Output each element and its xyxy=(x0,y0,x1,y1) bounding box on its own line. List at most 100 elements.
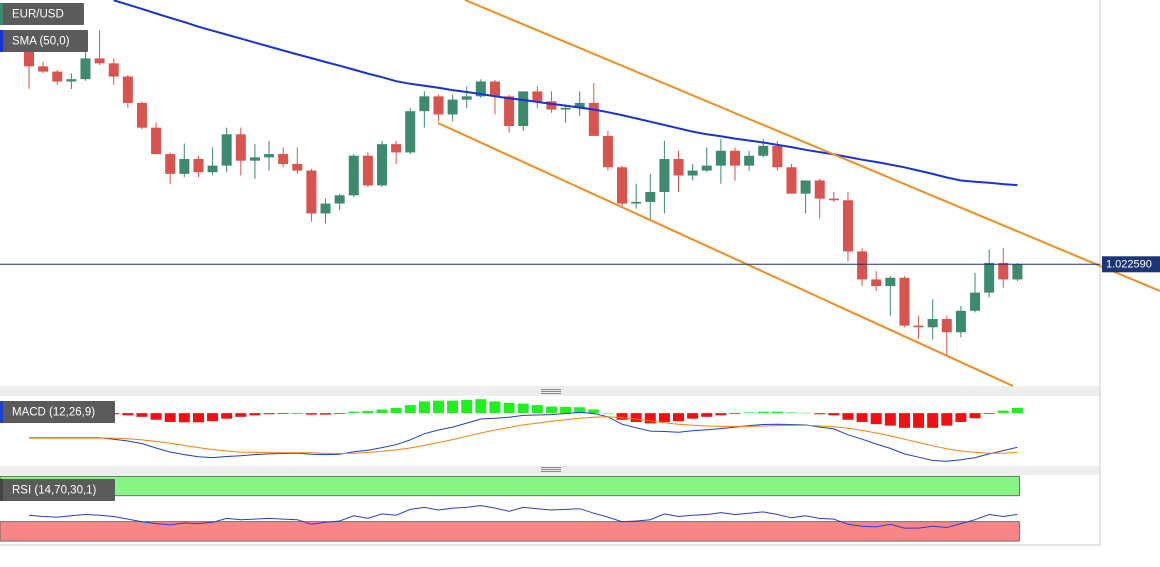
macd-histogram-bar xyxy=(927,413,939,428)
channel-lower[interactable] xyxy=(437,122,1014,387)
candle-body[interactable] xyxy=(998,262,1009,280)
legend-item[interactable]: EUR/USD xyxy=(0,3,84,25)
macd-histogram-bar xyxy=(913,413,925,428)
candle-body[interactable] xyxy=(532,91,543,102)
candle-body[interactable] xyxy=(701,165,712,171)
macd-histogram-bar xyxy=(150,413,162,420)
macd-histogram-bar xyxy=(574,407,586,414)
candle-body[interactable] xyxy=(715,150,726,166)
candle-body[interactable] xyxy=(249,157,260,161)
candle-body[interactable] xyxy=(941,319,952,333)
candle-body[interactable] xyxy=(221,134,232,166)
candle-body[interactable] xyxy=(235,134,246,161)
candle-body[interactable] xyxy=(38,66,49,72)
candle-body[interactable] xyxy=(885,277,896,287)
legend-item[interactable]: MACD (12,26,9) xyxy=(0,401,115,423)
candle-body[interactable] xyxy=(687,170,698,176)
candle-body[interactable] xyxy=(66,79,77,82)
macd-histogram-bar xyxy=(517,403,529,414)
candle-body[interactable] xyxy=(786,167,797,194)
candle-body[interactable] xyxy=(899,277,910,326)
candle-body[interactable] xyxy=(758,145,769,156)
channel-upper[interactable] xyxy=(464,0,1160,292)
candle-body[interactable] xyxy=(278,154,289,164)
candle-body[interactable] xyxy=(391,144,402,153)
candle-body[interactable] xyxy=(518,91,529,127)
candles xyxy=(24,0,1023,355)
candle-body[interactable] xyxy=(842,200,853,252)
candle-body[interactable] xyxy=(645,192,656,202)
candle-body[interactable] xyxy=(348,155,359,196)
candle-body[interactable] xyxy=(984,262,995,293)
candle-body[interactable] xyxy=(800,180,811,194)
candle-body[interactable] xyxy=(1012,264,1023,280)
candle-body[interactable] xyxy=(292,163,303,171)
candle-body[interactable] xyxy=(828,198,839,201)
candle-body[interactable] xyxy=(405,111,416,153)
candle-body[interactable] xyxy=(207,165,218,173)
candle-body[interactable] xyxy=(814,180,825,199)
candle-body[interactable] xyxy=(913,325,924,328)
candle-body[interactable] xyxy=(857,251,868,280)
candle-body[interactable] xyxy=(377,144,387,186)
candle-body[interactable] xyxy=(588,102,599,136)
legend-strip xyxy=(0,479,3,501)
macd-histogram-bar xyxy=(390,408,402,414)
candle-body[interactable] xyxy=(970,292,981,311)
candle-body[interactable] xyxy=(80,58,91,80)
candle-body[interactable] xyxy=(574,102,585,108)
candle-body[interactable] xyxy=(433,96,444,115)
panel-separator[interactable] xyxy=(0,466,1100,475)
trend-channel[interactable] xyxy=(437,0,1160,387)
macd-histogram-bar xyxy=(997,410,1009,414)
macd-histogram-bar xyxy=(588,409,600,414)
candle-body[interactable] xyxy=(617,167,628,204)
candle-body[interactable] xyxy=(419,96,430,112)
rsi-bands xyxy=(0,475,1020,542)
macd-histogram-bar xyxy=(178,413,190,423)
legend-strip xyxy=(0,401,3,423)
candle-body[interactable] xyxy=(136,102,147,128)
macd-histogram-bar xyxy=(560,406,572,414)
candle-body[interactable] xyxy=(151,127,162,155)
candle-body[interactable] xyxy=(334,195,345,204)
candle-body[interactable] xyxy=(955,310,966,333)
legend-item[interactable]: SMA (50,0) xyxy=(0,30,88,52)
candle-body[interactable] xyxy=(504,96,515,127)
candle-body[interactable] xyxy=(52,71,63,82)
candle-body[interactable] xyxy=(179,159,190,174)
candle-body[interactable] xyxy=(871,279,882,287)
candle-body[interactable] xyxy=(546,101,557,110)
macd-histogram-bar xyxy=(870,413,882,425)
candle-body[interactable] xyxy=(673,159,684,176)
candle-body[interactable] xyxy=(320,203,331,214)
candle-body[interactable] xyxy=(264,154,275,158)
candle-body[interactable] xyxy=(927,319,938,328)
candle-body[interactable] xyxy=(730,150,740,166)
overlay xyxy=(0,256,1160,273)
candle-body[interactable] xyxy=(122,76,133,103)
candle-body[interactable] xyxy=(659,159,670,193)
macd-histogram-bar xyxy=(235,413,247,417)
candle-body[interactable] xyxy=(461,96,472,100)
candle-body[interactable] xyxy=(24,45,34,67)
candle-body[interactable] xyxy=(602,135,613,168)
macd-histogram-bar xyxy=(291,413,303,414)
macd-histogram-bar xyxy=(687,413,699,419)
candle-body[interactable] xyxy=(475,81,486,97)
legend-item[interactable]: RSI (14,70,30,1) xyxy=(0,479,115,501)
macd-histogram-bar xyxy=(800,412,812,414)
candle-body[interactable] xyxy=(744,155,755,166)
signal-line xyxy=(29,416,1018,455)
candle-body[interactable] xyxy=(772,145,783,168)
candle-body[interactable] xyxy=(108,63,119,77)
candle-body[interactable] xyxy=(362,155,373,186)
candle-body[interactable] xyxy=(165,154,176,174)
candle-body[interactable] xyxy=(560,107,571,110)
candle-body[interactable] xyxy=(306,170,317,214)
candle-body[interactable] xyxy=(631,201,642,204)
candle-body[interactable] xyxy=(94,58,105,64)
candle-body[interactable] xyxy=(193,159,204,173)
candle-body[interactable] xyxy=(447,99,458,115)
candle-body[interactable] xyxy=(489,81,500,97)
